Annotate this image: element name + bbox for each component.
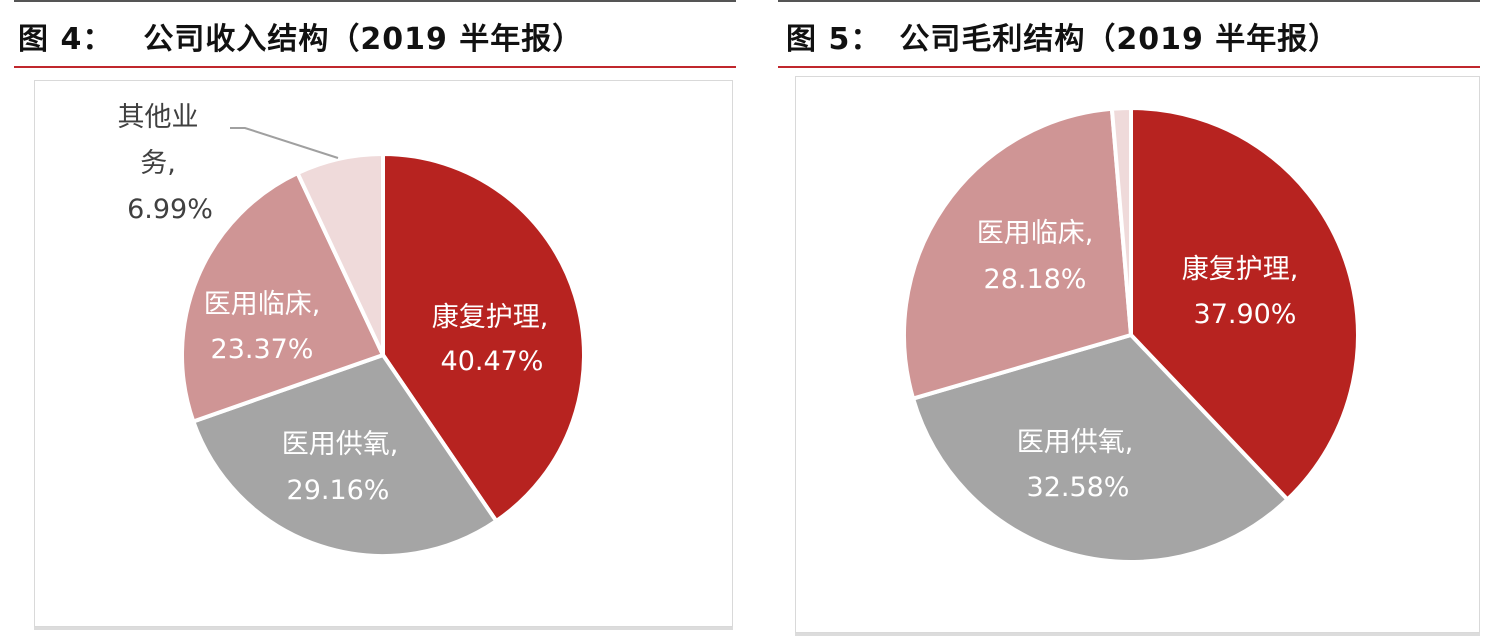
slice-linchuang (902, 106, 1133, 401)
figure-4-title-text: 公司收入结构（2019 半年报） (143, 22, 584, 57)
figure-4-title: 图 4： 公司收入结构（2019 半年报） (18, 14, 583, 58)
slice-kangfu (381, 152, 586, 524)
label-kangfu-value: 40.47% (441, 346, 544, 377)
slice-gongyang (911, 333, 1290, 564)
label-other-line1: 其他业 (118, 102, 199, 133)
figure-5-title: 图 5： 公司毛利结构（2019 半年报） (786, 14, 1339, 58)
label-kangfu-name: 康复护理, (432, 302, 549, 333)
top-rule-left (14, 0, 736, 2)
figure-5-title-text: 公司毛利结构（2019 半年报） (899, 22, 1340, 57)
label-gongyang-value-r: 32.58% (1027, 472, 1130, 503)
title-rule-left (14, 66, 736, 68)
figure-4-number: 图 4： (18, 22, 114, 57)
slice-linchuang (180, 171, 385, 424)
label-linchuang-value: 23.37% (211, 334, 314, 365)
slice-other (1109, 106, 1133, 337)
label-linchuang-value-r: 28.18% (984, 264, 1087, 295)
label-kangfu-name-r: 康复护理, (1182, 254, 1299, 285)
label-gongyang-name-r: 医用供氧, (1017, 427, 1134, 458)
slice-gongyang (191, 353, 499, 558)
top-rule-right (778, 0, 1480, 2)
label-kangfu-value-r: 37.90% (1194, 299, 1297, 330)
leader-line-other (230, 127, 339, 159)
label-linchuang-name: 医用临床, (204, 289, 321, 320)
gross-profit-pie (902, 106, 1361, 564)
revenue-pie (180, 152, 586, 558)
label-linchuang-name-r: 医用临床, (977, 218, 1094, 249)
title-rule-right (778, 66, 1480, 68)
label-gongyang-value: 29.16% (287, 475, 390, 506)
label-other-line2: 务, (140, 148, 176, 179)
slice-other (295, 152, 385, 357)
label-other-value: 6.99% (127, 194, 213, 225)
label-gongyang-name: 医用供氧, (282, 429, 399, 460)
figure-5-number: 图 5： (786, 22, 882, 57)
slice-kangfu (1129, 106, 1361, 502)
